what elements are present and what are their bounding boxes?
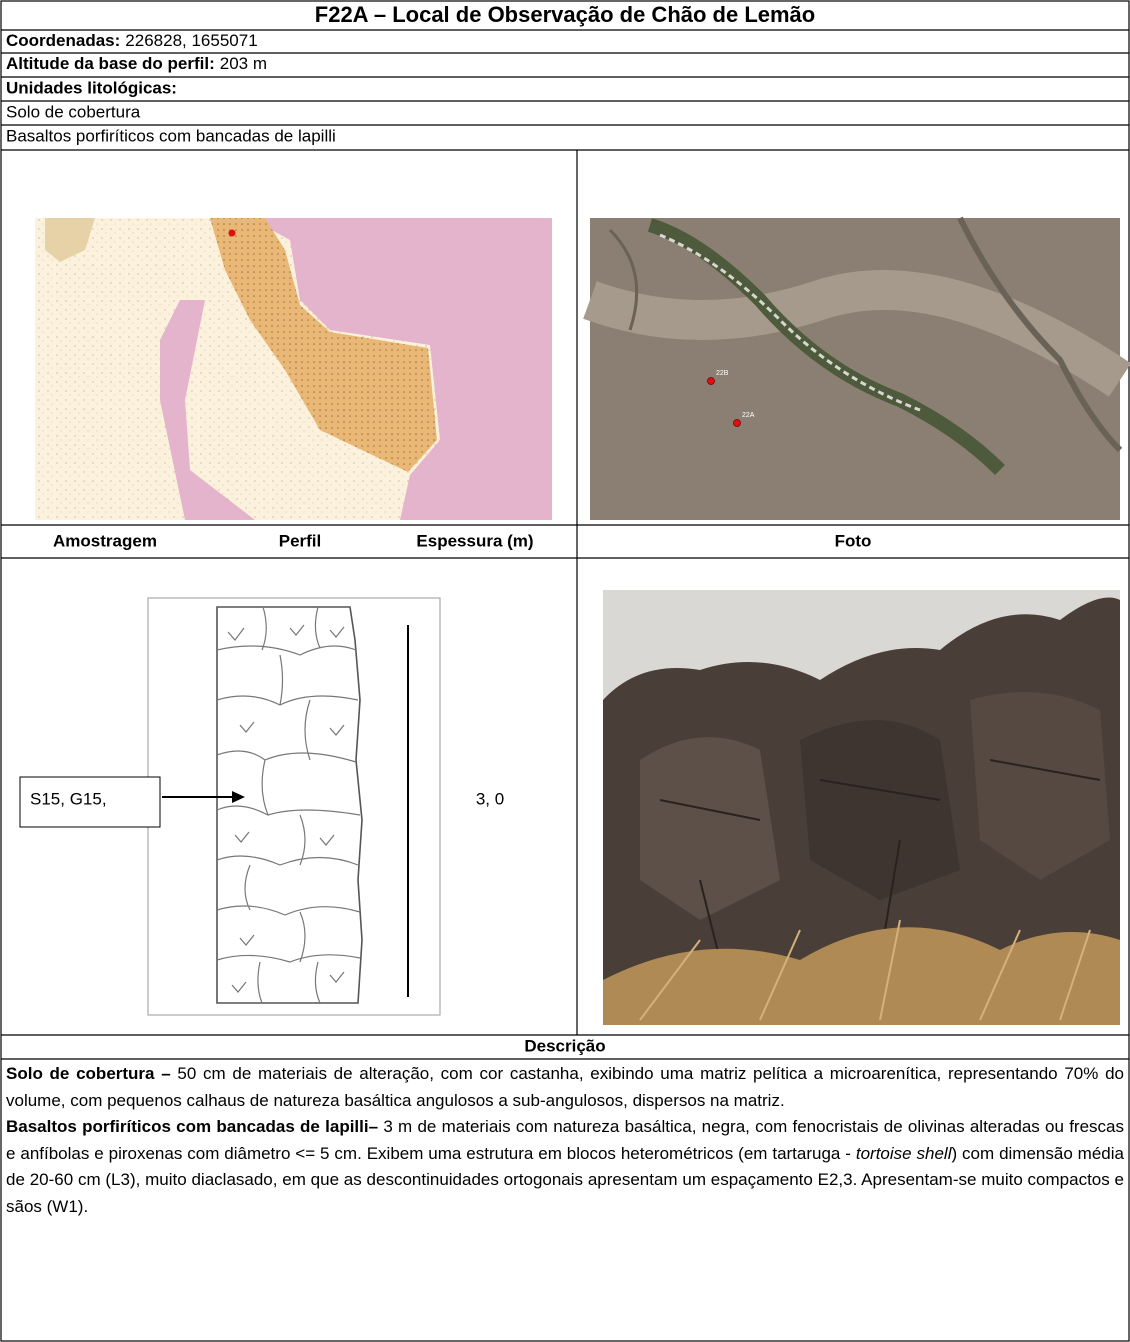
point-label: 22B bbox=[716, 370, 729, 377]
column-header: Perfil bbox=[279, 531, 322, 550]
unit: Solo de cobertura bbox=[6, 102, 141, 121]
label: Altitude da base do perfil: bbox=[6, 54, 215, 73]
outcrop-photo bbox=[603, 590, 1120, 1025]
column-header: Espessura (m) bbox=[416, 531, 533, 550]
text-run: 50 cm de materiais de alteração, com cor… bbox=[6, 1064, 1124, 1110]
geological-map bbox=[35, 218, 552, 520]
description: Solo de cobertura – 50 cm de materiais d… bbox=[6, 1061, 1124, 1221]
value: 226828, 1655071 bbox=[125, 31, 257, 50]
text-run: ) com dimensão média de 20-60 cm (L3), m… bbox=[6, 1143, 1124, 1216]
value: 203 m bbox=[220, 54, 267, 73]
sample-label: S15, G15, bbox=[30, 789, 107, 808]
title: F22A – Local de Observação de Chão de Le… bbox=[315, 2, 815, 27]
units-label: Unidades litológicas: bbox=[6, 78, 177, 97]
unit: Basaltos porfiríticos com bancadas de la… bbox=[6, 126, 336, 145]
arrow-head bbox=[232, 791, 245, 803]
text-run: 3 m de materiais com natureza basáltica,… bbox=[6, 1117, 1124, 1163]
point-label: 22A bbox=[742, 412, 755, 419]
text-run: Solo de cobertura – bbox=[6, 1064, 171, 1083]
column-header: Foto bbox=[835, 531, 872, 550]
text-run: Basaltos porfiríticos com bancadas de la… bbox=[6, 1117, 379, 1137]
aerial-image: 22B 22A bbox=[583, 216, 1130, 520]
profile-drawing bbox=[147, 597, 441, 1016]
paragraph: Basaltos porfiríticos com bancadas de la… bbox=[6, 1114, 1124, 1220]
text-run: tortoise shell bbox=[855, 1143, 952, 1163]
paragraph: Solo de cobertura – 50 cm de materiais d… bbox=[6, 1061, 1124, 1114]
coordinates: Coordenadas: 226828, 1655071 bbox=[6, 31, 258, 50]
sample-box bbox=[19, 776, 161, 828]
thickness-value: 3, 0 bbox=[476, 789, 504, 808]
column-header: Amostragem bbox=[53, 531, 157, 550]
label: Coordenadas: bbox=[6, 31, 120, 50]
altitude: Altitude da base do perfil: 203 m bbox=[6, 54, 267, 73]
description-title: Descrição bbox=[524, 1036, 605, 1055]
